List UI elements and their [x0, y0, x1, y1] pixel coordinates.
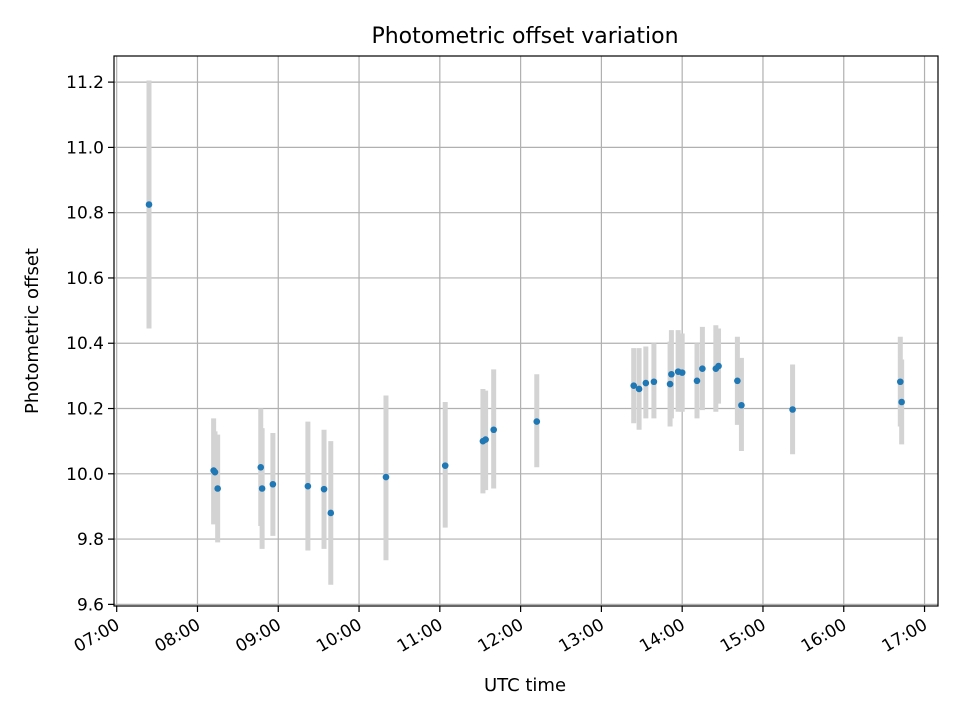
data-point: [304, 482, 312, 490]
y-tick-label: 11.0: [66, 138, 104, 158]
y-tick-label: 11.2: [66, 73, 104, 93]
data-point: [327, 509, 335, 517]
x-tick-label: 14:00: [636, 615, 688, 657]
plot-frame: [113, 55, 939, 607]
y-tick-label: 9.6: [77, 595, 104, 615]
data-point: [738, 401, 745, 409]
data-point: [490, 426, 497, 434]
data-point: [441, 462, 449, 469]
data-point: [533, 418, 541, 425]
data-point: [382, 473, 390, 481]
data-point: [320, 485, 328, 493]
y-tick-label: 9.8: [77, 530, 104, 550]
x-tick-label: 15:00: [717, 615, 769, 657]
x-tick-label: 07:00: [71, 615, 123, 657]
data-point: [211, 468, 219, 476]
y-axis-label: Photometric offset: [22, 248, 43, 414]
data-point: [715, 362, 722, 370]
y-axis-ticks: 9.6 9.8 10.0 10.2 10.4 10.6 10.8 11.0 11.2: [66, 73, 114, 615]
data-point: [642, 379, 650, 387]
data-point: [898, 398, 905, 406]
y-tick-label: 10.6: [66, 269, 104, 289]
x-tick-label: 09:00: [232, 615, 284, 657]
y-tick-label: 10.8: [66, 204, 104, 224]
data-point: [630, 382, 638, 389]
grid: [114, 56, 938, 606]
x-tick-label: 13:00: [555, 615, 607, 657]
data-point: [145, 201, 153, 208]
data-point: [666, 380, 674, 388]
y-tick-label: 10.0: [66, 465, 104, 485]
data-point: [650, 378, 658, 386]
data-point: [789, 406, 796, 413]
data-point: [257, 463, 265, 471]
x-tick-label: 08:00: [152, 615, 204, 657]
data-point: [214, 485, 221, 492]
data-point: [734, 377, 741, 385]
x-tick-label: 12:00: [475, 615, 527, 657]
x-tick-label: 11:00: [394, 615, 446, 657]
data-point: [897, 378, 904, 386]
data-point: [668, 370, 675, 378]
data-point: [693, 377, 701, 385]
x-tick-label: 17:00: [879, 615, 931, 657]
data-point: [635, 385, 643, 393]
x-tick-label: 16:00: [798, 615, 850, 657]
x-axis-label: UTC time: [484, 675, 566, 696]
x-tick-label: 10:00: [313, 615, 365, 657]
data-point: [269, 480, 277, 488]
y-tick-label: 10.2: [66, 400, 104, 420]
y-tick-label: 10.4: [66, 334, 104, 354]
data-point: [258, 485, 266, 492]
data-point: [482, 436, 489, 443]
data-point: [678, 369, 686, 376]
error-bars: [146, 80, 905, 585]
data-point: [699, 365, 706, 373]
chart-title: Photometric offset variation: [371, 24, 678, 49]
x-axis-ticks: 07:00 08:00 09:00 10:00 11:00 12:00 13:00 14:00…: [71, 606, 931, 657]
data-points: [145, 201, 905, 517]
